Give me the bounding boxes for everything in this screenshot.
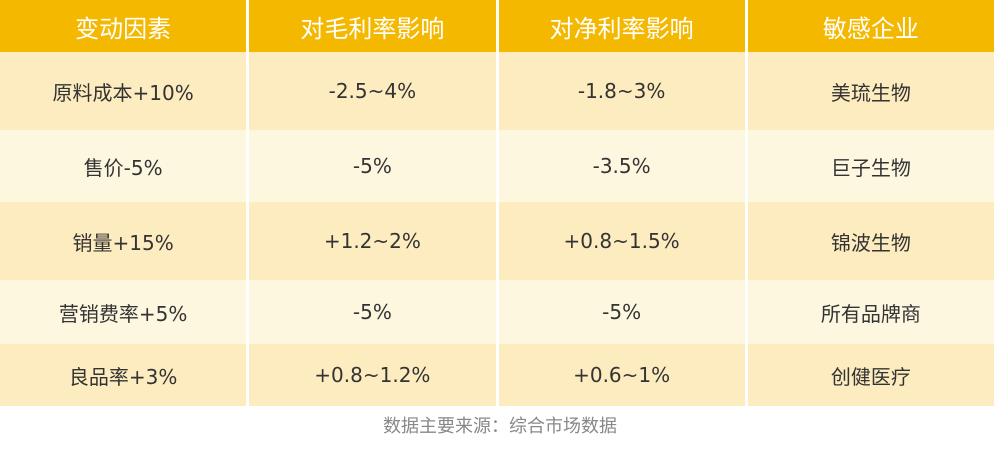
cell: 创健医疗	[747, 344, 994, 406]
cell: 锦波生物	[747, 202, 994, 280]
cell: -5%	[498, 280, 745, 344]
header-cell: 对毛利率影响	[249, 0, 496, 52]
header-row: 变动因素 对毛利率影响 对净利率影响 敏感企业	[0, 0, 994, 52]
cell: +1.2~2%	[249, 202, 496, 280]
cell: +0.6~1%	[498, 344, 745, 406]
cell: -5%	[249, 280, 496, 344]
cell: -1.8~3%	[498, 52, 745, 130]
cell: -3.5%	[498, 130, 745, 202]
row: 营销费率+5% -5% -5% 所有品牌商	[0, 280, 994, 344]
row: 销量+15% +1.2~2% +0.8~1.5% 锦波生物	[0, 202, 994, 280]
row: 原料成本+10% -2.5~4% -1.8~3% 美琉生物	[0, 52, 994, 130]
cell: -2.5~4%	[249, 52, 496, 130]
cell: +0.8~1.5%	[498, 202, 745, 280]
header-cell: 变动因素	[0, 0, 247, 52]
row: 良品率+3% +0.8~1.2% +0.6~1% 创健医疗	[0, 344, 994, 406]
source: 数据主要来源：综合市场数据	[383, 416, 617, 437]
header-cell: 对净利率影响	[498, 0, 745, 52]
cell: 美琉生物	[747, 52, 994, 130]
cell: +0.8~1.2%	[249, 344, 496, 406]
cell: 销量+15%	[0, 202, 247, 280]
cell: 营销费率+5%	[0, 280, 247, 344]
cell: -5%	[249, 130, 496, 202]
cell: 良品率+3%	[0, 344, 247, 406]
header-cell: 敏感企业	[747, 0, 994, 52]
table: 变动因素 对毛利率影响 对净利率影响 敏感企业 原料成本+10% -2.5~4% -1.8~…	[0, 0, 994, 406]
row: 售价-5% -5% -3.5% 巨子生物	[0, 130, 994, 202]
cell: 售价-5%	[0, 130, 247, 202]
cell: 原料成本+10%	[0, 52, 247, 130]
cell: 所有品牌商	[747, 280, 994, 344]
cell: 巨子生物	[747, 130, 994, 202]
